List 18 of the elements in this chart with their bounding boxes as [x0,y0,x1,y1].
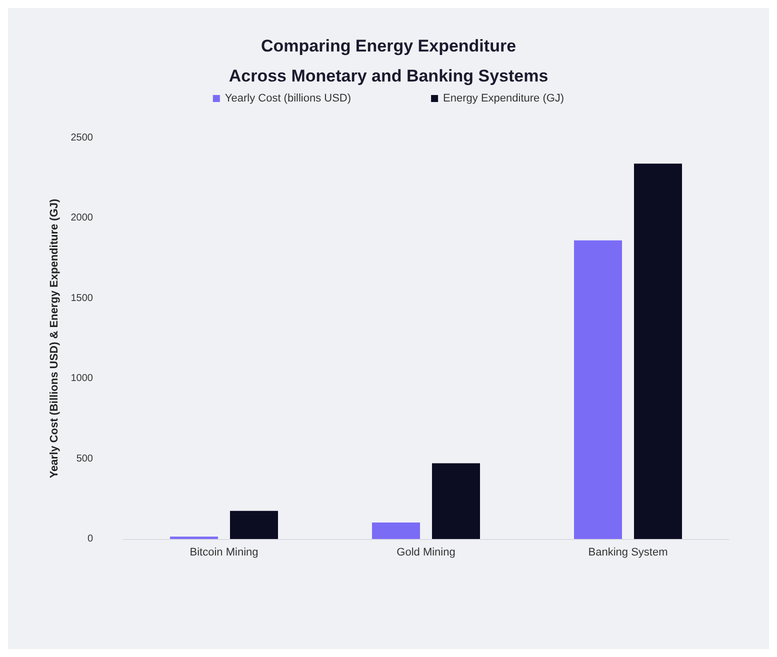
bar [432,463,480,539]
legend-label: Energy Expenditure (GJ) [443,92,564,104]
x-tick-label: Bitcoin Mining [190,546,258,558]
bar [634,164,682,539]
y-tick-label: 1500 [70,292,94,304]
y-tick-label: 0 [87,534,94,544]
bar [230,510,278,539]
chart-title: Comparing Energy Expenditure Across Monetary and Banking Systems [228,36,548,86]
y-tick-label: 500 [76,453,94,464]
y-tick-label: 2000 [70,212,94,224]
legend-label: Yearly Cost (billions USD) [224,92,352,104]
x-tick-label: Banking System [588,546,668,558]
bar [574,240,622,539]
x-tick-label: Gold Mining [396,546,456,558]
bar [372,522,420,539]
y-tick-label: 1000 [70,373,94,384]
y-axis-title: Yearly Cost (Billions USD) & Energy Expenditure (GJ) [48,198,60,478]
y-tick-label: 2500 [70,132,94,144]
